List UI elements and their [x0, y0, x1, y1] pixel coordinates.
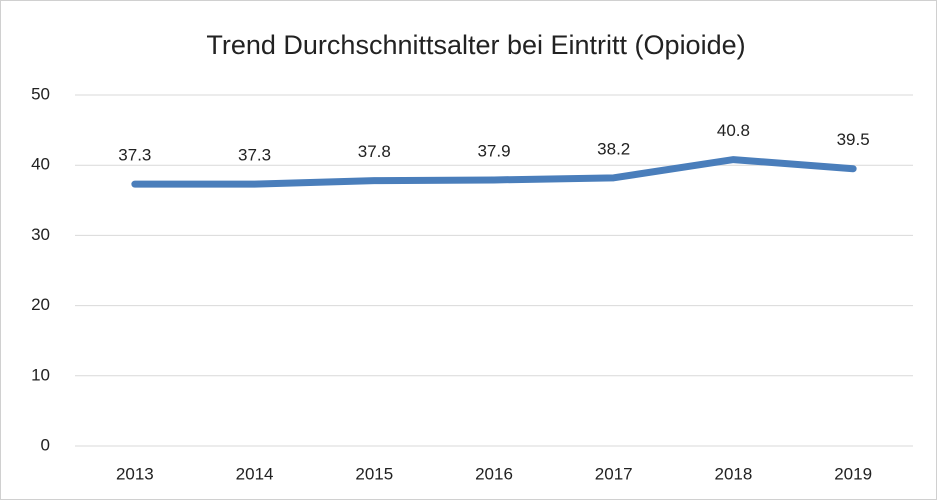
data-label: 39.5	[837, 130, 870, 149]
x-tick-label: 2015	[355, 464, 393, 483]
chart-title: Trend Durchschnittsalter bei Eintritt (O…	[206, 30, 745, 60]
x-tick-label: 2017	[595, 464, 633, 483]
x-tick-label: 2014	[236, 464, 274, 483]
data-label: 38.2	[597, 139, 630, 158]
y-tick-label: 10	[31, 365, 50, 384]
data-line	[131, 156, 857, 188]
data-label: 37.9	[477, 141, 510, 160]
x-tick-label: 2018	[715, 464, 753, 483]
y-tick-label: 30	[31, 225, 50, 244]
data-label: 40.8	[717, 121, 750, 140]
y-tick-label: 20	[31, 295, 50, 314]
x-tick-label: 2013	[116, 464, 154, 483]
y-tick-label: 50	[31, 84, 50, 103]
data-label: 37.3	[118, 146, 151, 165]
y-tick-label: 40	[31, 155, 50, 174]
x-tick-label: 2016	[475, 464, 513, 483]
data-label: 37.3	[238, 146, 271, 165]
y-tick-label: 0	[41, 435, 50, 454]
data-label: 37.8	[358, 142, 391, 161]
x-tick-label: 2019	[834, 464, 872, 483]
